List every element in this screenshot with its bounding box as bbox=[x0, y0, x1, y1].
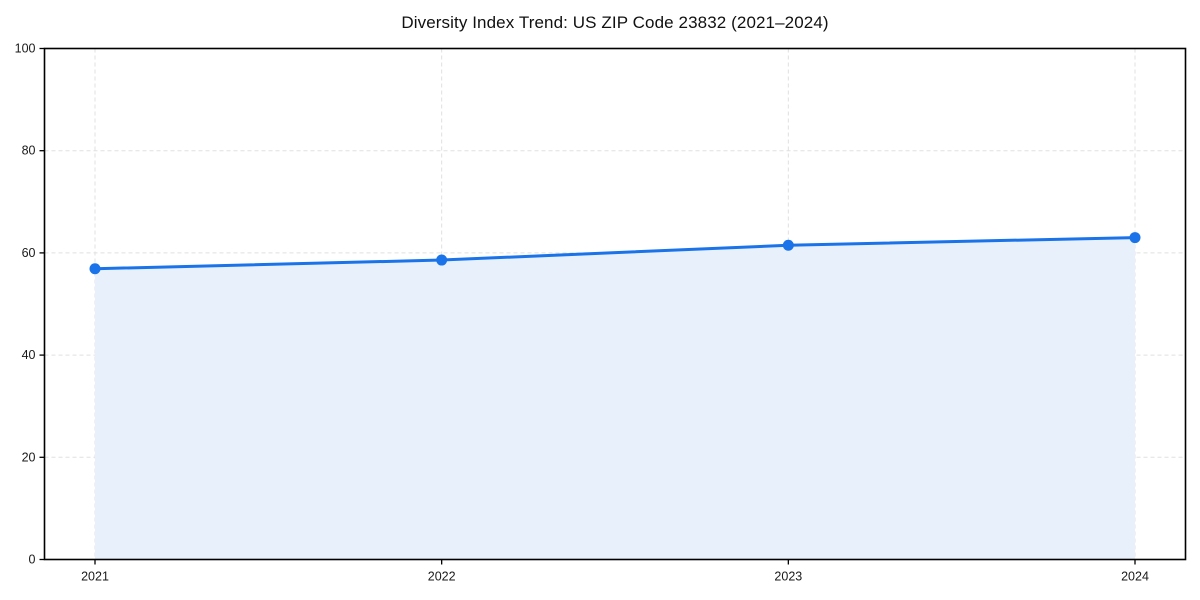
chart-title: Diversity Index Trend: US ZIP Code 23832… bbox=[401, 13, 829, 32]
x-tick-label: 2022 bbox=[428, 570, 456, 584]
plot-border bbox=[43, 47, 1187, 561]
y-tick-label: 20 bbox=[22, 450, 36, 464]
x-tick-label: 2021 bbox=[81, 570, 109, 584]
y-tick-label: 60 bbox=[22, 246, 36, 260]
y-tick-label: 80 bbox=[22, 144, 36, 158]
data-point-2023 bbox=[782, 239, 794, 251]
data-point-2022 bbox=[436, 254, 448, 266]
area-fill bbox=[95, 237, 1135, 560]
y-tick-label: 40 bbox=[22, 348, 36, 362]
x-tick-label: 2023 bbox=[774, 570, 802, 584]
y-tick-label: 0 bbox=[29, 553, 36, 567]
data-point-2024 bbox=[1129, 232, 1141, 244]
y-tick-label: 100 bbox=[15, 42, 36, 56]
data-point-2021 bbox=[89, 263, 101, 275]
trend-line bbox=[93, 236, 1137, 271]
x-tick-label: 2024 bbox=[1121, 570, 1149, 584]
